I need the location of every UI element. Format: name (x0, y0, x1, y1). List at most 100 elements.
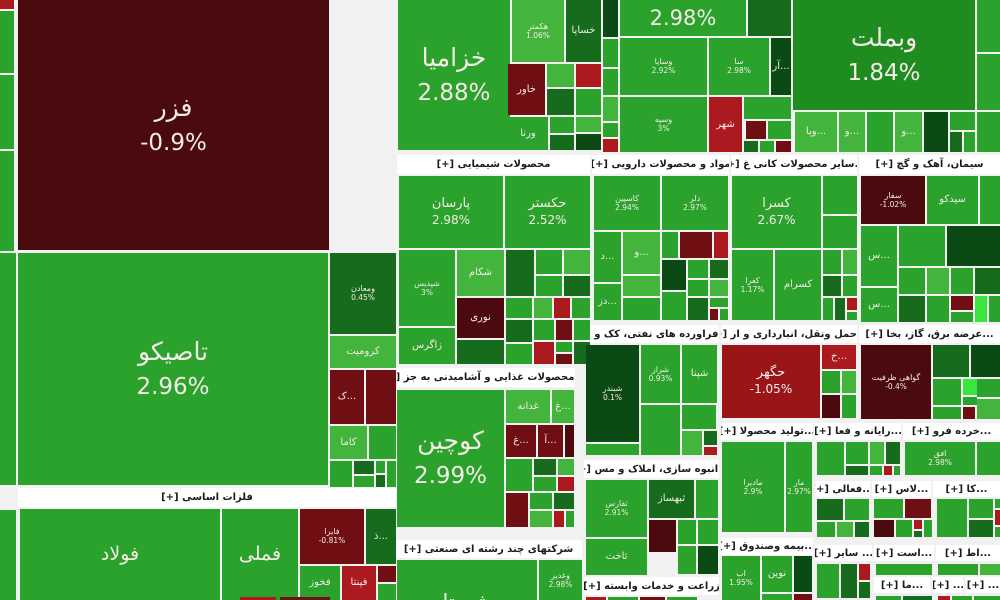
treemap-cell[interactable] (376, 461, 385, 473)
treemap-cell[interactable] (995, 510, 1000, 525)
treemap-cell[interactable] (876, 596, 901, 600)
sector-header[interactable]: ... محصولات غذایی و آشامیدنی به جز [+] (397, 368, 575, 387)
treemap-cell[interactable]: فپنتا (342, 566, 376, 600)
treemap-cell[interactable]: ...غ (552, 390, 574, 423)
treemap-cell[interactable] (530, 511, 552, 527)
treemap-cell[interactable] (776, 141, 791, 152)
treemap-cell[interactable] (817, 442, 844, 475)
treemap-cell[interactable] (823, 250, 841, 274)
treemap-cell[interactable] (536, 276, 562, 296)
treemap-cell[interactable] (876, 564, 932, 575)
treemap-cell[interactable]: مادیرا 2.9% (722, 442, 784, 532)
treemap-cell[interactable] (837, 522, 853, 537)
treemap-cell[interactable]: ثاخت (586, 539, 647, 575)
treemap-cell[interactable]: شکام (457, 250, 504, 296)
treemap-cell[interactable]: حکستر 2.52% (505, 176, 590, 248)
treemap-cell[interactable] (971, 345, 1000, 377)
treemap-cell[interactable] (977, 379, 1000, 397)
treemap-cell[interactable] (714, 232, 728, 258)
treemap-cell[interactable] (843, 250, 857, 274)
sector-header[interactable]: ...بیمه وصندوق [+] (721, 538, 813, 555)
treemap-cell[interactable]: ...و (839, 112, 865, 152)
treemap-cell[interactable] (964, 132, 975, 152)
treemap-cell[interactable] (688, 280, 708, 296)
treemap-cell[interactable] (565, 425, 574, 457)
treemap-cell[interactable] (0, 75, 14, 149)
treemap-cell[interactable] (859, 564, 870, 580)
treemap-cell[interactable] (0, 11, 14, 73)
treemap-cell[interactable]: خاور (508, 64, 545, 115)
sector-header[interactable]: ...خرده فرو [+] (903, 423, 1000, 440)
treemap-cell[interactable] (938, 564, 978, 575)
treemap-cell[interactable] (823, 176, 857, 214)
treemap-cell[interactable]: ثفارس 2.91% (586, 480, 647, 537)
treemap-cell[interactable] (530, 493, 552, 509)
treemap-cell[interactable]: سفار -1.02% (861, 176, 925, 224)
treemap-cell[interactable]: وسایا 2.92% (620, 38, 707, 95)
treemap-cell[interactable]: شهر (709, 97, 742, 152)
treemap-cell[interactable] (843, 276, 857, 296)
treemap-cell[interactable] (376, 475, 385, 487)
treemap-cell[interactable] (710, 280, 728, 296)
treemap-cell[interactable] (760, 141, 774, 152)
treemap-cell[interactable]: فایرا -0.81% (300, 509, 364, 564)
treemap-cell[interactable] (649, 520, 676, 552)
treemap-cell[interactable] (817, 522, 835, 537)
treemap-cell[interactable] (980, 564, 1000, 575)
treemap-cell[interactable]: ...س (861, 288, 897, 322)
treemap-cell[interactable] (576, 134, 601, 150)
treemap-cell[interactable]: ...ذ (366, 509, 396, 564)
treemap-cell[interactable] (547, 64, 574, 87)
treemap-cell[interactable] (995, 499, 1000, 508)
treemap-cell[interactable] (768, 121, 791, 139)
sector-header[interactable]: ...انبوه سازی، املاک و مس [+] (584, 460, 719, 478)
treemap-cell[interactable] (933, 407, 961, 419)
treemap-cell[interactable] (817, 499, 843, 520)
treemap-cell[interactable] (240, 597, 276, 600)
treemap-cell[interactable]: نوری (457, 298, 504, 338)
sector-header[interactable]: ...کا [+] (933, 481, 1000, 497)
treemap-cell[interactable]: سیدکو (927, 176, 978, 224)
treemap-cell[interactable] (0, 510, 16, 600)
treemap-cell[interactable] (969, 499, 993, 518)
treemap-cell[interactable] (603, 123, 618, 137)
treemap-cell[interactable] (678, 546, 696, 574)
treemap-cell[interactable]: ...وپا (795, 112, 837, 152)
treemap-cell[interactable] (905, 499, 931, 518)
treemap-cell[interactable] (387, 461, 396, 487)
treemap-cell[interactable] (924, 112, 948, 152)
treemap-cell[interactable]: مار 2.97% (786, 442, 812, 532)
treemap-cell[interactable]: تاصیکو 2.96% (18, 253, 328, 485)
sector-header[interactable]: ...تولید محصولا [+] (721, 423, 813, 440)
treemap-cell[interactable] (680, 232, 712, 258)
sector-header[interactable]: فلزات اساسی [+] (18, 488, 396, 507)
treemap-cell[interactable]: افق 2.98% (905, 442, 975, 475)
treemap-cell[interactable] (354, 476, 374, 487)
treemap-cell[interactable] (556, 320, 572, 340)
treemap-cell[interactable] (963, 397, 977, 405)
treemap-cell[interactable] (867, 112, 893, 152)
sector-header[interactable]: ...ما [+] (874, 577, 930, 593)
treemap-cell[interactable]: کفرا 1.17% (732, 250, 773, 320)
treemap-cell[interactable]: کسرام (775, 250, 821, 320)
treemap-cell[interactable] (969, 520, 993, 537)
treemap-cell[interactable]: کرومیت (330, 336, 396, 368)
treemap-cell[interactable]: کوچین 2.99% (397, 390, 504, 527)
treemap-cell[interactable] (870, 442, 884, 464)
treemap-cell[interactable] (914, 531, 922, 537)
treemap-cell[interactable] (506, 250, 534, 296)
treemap-cell[interactable]: شپنا (682, 345, 717, 403)
treemap-cell[interactable] (506, 344, 532, 364)
treemap-cell[interactable] (704, 431, 717, 445)
treemap-cell[interactable] (762, 594, 792, 600)
treemap-cell[interactable]: خزامیا 2.88% (398, 0, 510, 150)
treemap-cell[interactable] (558, 459, 574, 475)
treemap-cell[interactable]: فزر -0.9% (18, 0, 329, 250)
treemap-cell[interactable] (623, 276, 660, 296)
sector-header[interactable]: ... [+] (933, 577, 963, 593)
treemap-cell[interactable] (720, 309, 728, 320)
treemap-cell[interactable] (536, 250, 562, 274)
treemap-cell[interactable] (558, 477, 574, 491)
treemap-cell[interactable] (817, 564, 839, 598)
treemap-cell[interactable]: ...آر (771, 38, 791, 95)
